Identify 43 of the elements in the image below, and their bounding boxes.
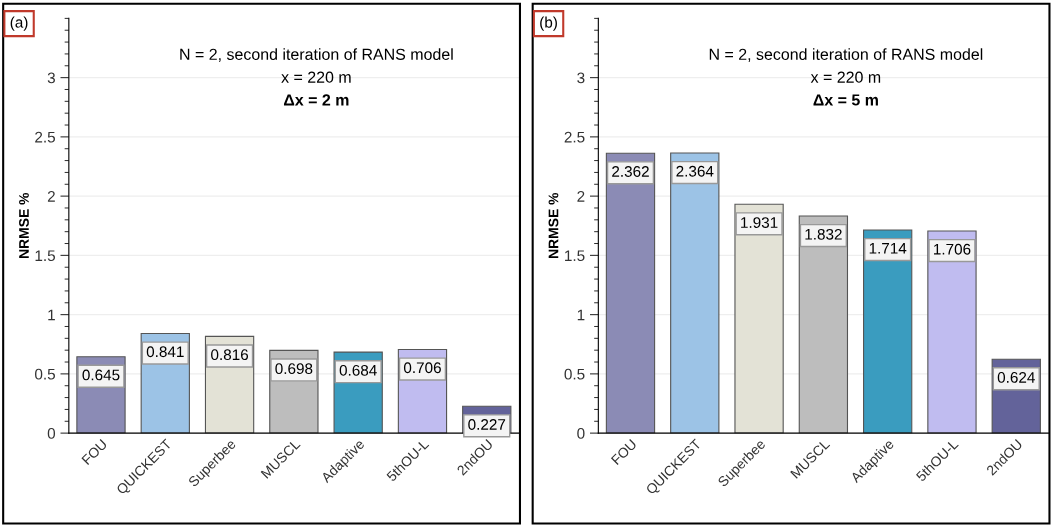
bar (670, 152, 720, 434)
y-tick-label: 2 (47, 190, 55, 202)
y-tick-label: 1 (577, 309, 585, 321)
bar (927, 230, 977, 434)
y-tick-label: 1 (48, 309, 55, 321)
bar (863, 229, 913, 434)
data-label: 0.645 (82, 369, 120, 381)
data-label: 1.931 (741, 217, 778, 228)
y-tick-label: 0 (47, 427, 56, 439)
data-label: 0.706 (403, 362, 441, 374)
data-label: 1.706 (934, 243, 971, 255)
data-label: 0.227 (468, 419, 506, 430)
y-tick-label: 2 (577, 190, 585, 202)
text: x = 220 m (281, 71, 351, 83)
y-tick-label: 2.5 (564, 131, 585, 143)
data-label: 0.624 (997, 372, 1035, 383)
y-tick-label: 0 (577, 427, 585, 439)
data-label: 2.364 (676, 165, 714, 177)
data-label: 1.832 (805, 228, 842, 240)
y-tick-label: 1.5 (35, 250, 55, 262)
data-label: 1.714 (869, 243, 907, 254)
annotation: Δx = 5 m (813, 94, 878, 106)
text: N = 2, second iteration of RANS model (180, 48, 453, 62)
bar (734, 203, 784, 434)
y-tick-label: 0.5 (35, 368, 55, 380)
bar (605, 152, 656, 434)
text: (b) (540, 16, 557, 31)
data-label: 0.698 (275, 363, 313, 375)
data-label: 0.684 (339, 364, 377, 376)
y-axis-title: NRMSE % (19, 192, 29, 258)
data-label: 2.362 (612, 166, 649, 177)
y-tick-label: 1.5 (565, 250, 585, 262)
data-label: 0.841 (146, 346, 184, 358)
text: N = 2, second iteration of RANS model (709, 48, 983, 62)
y-tick-label: 3 (47, 72, 55, 84)
annotation: Δx = 2 m (283, 94, 349, 106)
text: x = 220 m (810, 71, 881, 83)
y-tick-label: 2.5 (35, 131, 55, 143)
y-tick-label: 3 (577, 72, 585, 84)
text: (a) (10, 16, 28, 31)
y-axis-title: NRMSE % (548, 192, 559, 258)
data-label: 0.816 (211, 349, 249, 361)
y-tick-label: 0.5 (564, 368, 585, 380)
